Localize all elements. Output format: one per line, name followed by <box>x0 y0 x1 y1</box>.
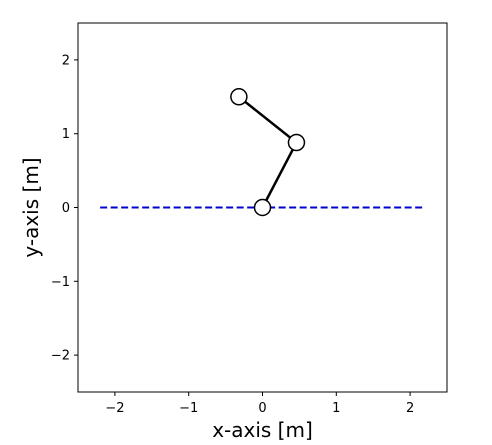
pendulum-joint-2 <box>230 88 248 106</box>
y-tick-label-4: 2 <box>62 53 70 68</box>
pendulum-link-2 <box>237 95 298 144</box>
x-axis-label: x-axis [m] <box>212 418 313 442</box>
y-tick-label-3: 1 <box>62 127 70 142</box>
pendulum-joint-0 <box>253 198 272 217</box>
y-tick-label-1: −1 <box>51 275 70 290</box>
x-tick-label-2: 0 <box>258 401 266 416</box>
x-axis-ticks: −2 −1 0 1 2 <box>105 392 414 416</box>
x-tick-label-3: 1 <box>332 401 340 416</box>
y-axis-label: y-axis [m] <box>19 157 43 257</box>
x-tick-label-4: 2 <box>406 401 414 416</box>
pendulum-layer <box>230 88 306 217</box>
pendulum-link-1 <box>261 141 298 209</box>
y-axis-ticks: −2 −1 0 1 2 <box>51 53 78 364</box>
x-tick-label-1: −1 <box>179 401 198 416</box>
y-tick-label-2: 0 <box>62 201 70 216</box>
y-tick-label-0: −2 <box>51 349 70 364</box>
x-tick-label-0: −2 <box>105 401 124 416</box>
pendulum-joint-1 <box>287 133 306 152</box>
